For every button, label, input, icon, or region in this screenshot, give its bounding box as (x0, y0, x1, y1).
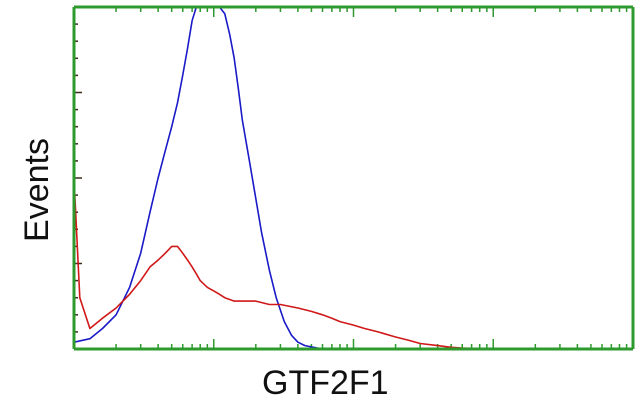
x-axis-label: GTF2F1 (262, 364, 389, 402)
series-line-2 (74, 177, 487, 349)
y-axis-label: Events (18, 138, 56, 242)
series-line-1 (74, 7, 332, 349)
